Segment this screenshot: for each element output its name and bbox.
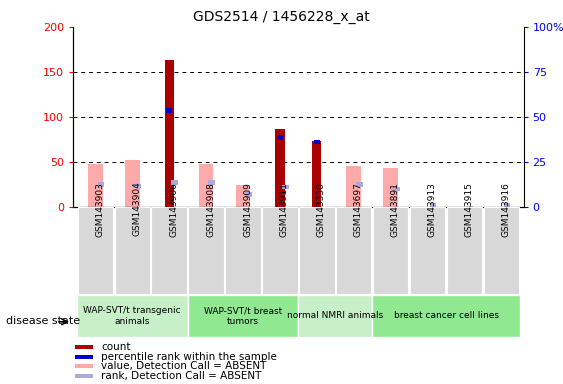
Text: GSM143697: GSM143697 (354, 182, 363, 237)
Bar (245, 192, 252, 197)
Bar (276, 135, 283, 140)
Bar (225, 207, 261, 294)
Text: GSM143330: GSM143330 (317, 182, 326, 237)
Text: GSM143916: GSM143916 (502, 182, 511, 237)
Bar (447, 207, 482, 294)
Bar (75, 345, 92, 349)
Bar (298, 295, 372, 337)
Bar (75, 364, 92, 368)
Bar (151, 207, 187, 294)
Text: rank, Detection Call = ABSENT: rank, Detection Call = ABSENT (101, 371, 261, 381)
Text: normal NMRI animals: normal NMRI animals (287, 311, 383, 320)
Bar (275, 129, 284, 207)
Bar (77, 295, 187, 337)
Bar (356, 182, 363, 187)
Bar (372, 295, 520, 337)
Bar (336, 207, 372, 294)
Bar (97, 182, 104, 187)
Bar (430, 203, 436, 207)
Text: breast cancer cell lines: breast cancer cell lines (394, 311, 499, 320)
Text: percentile rank within the sample: percentile rank within the sample (101, 351, 277, 362)
Bar (383, 168, 398, 207)
Bar (88, 164, 102, 207)
Bar (504, 203, 510, 207)
Bar (114, 207, 150, 294)
Bar (282, 185, 289, 189)
Text: GSM143891: GSM143891 (391, 182, 400, 237)
Bar (75, 354, 92, 359)
Bar (410, 207, 445, 294)
Bar (189, 207, 224, 294)
Bar (467, 205, 473, 210)
Bar (135, 184, 141, 189)
Text: GSM143908: GSM143908 (206, 182, 215, 237)
Bar (164, 60, 174, 207)
Bar (75, 374, 92, 377)
Bar (299, 207, 334, 294)
Bar (236, 185, 251, 207)
Bar (208, 180, 215, 185)
Text: WAP-SVT/t transgenic
animals: WAP-SVT/t transgenic animals (83, 306, 181, 326)
Bar (199, 164, 213, 207)
Text: disease state: disease state (6, 316, 80, 326)
Bar (393, 187, 400, 191)
Bar (346, 166, 361, 207)
Text: GSM143906: GSM143906 (169, 182, 178, 237)
Text: WAP-SVT/t breast
tumors: WAP-SVT/t breast tumors (204, 306, 282, 326)
Text: GSM143904: GSM143904 (132, 182, 141, 237)
Bar (166, 108, 172, 113)
Text: count: count (101, 342, 131, 352)
Bar (314, 140, 320, 144)
Text: GDS2514 / 1456228_x_at: GDS2514 / 1456228_x_at (193, 10, 370, 23)
Bar (262, 207, 298, 294)
Bar (484, 207, 519, 294)
Bar (187, 295, 298, 337)
Text: value, Detection Call = ABSENT: value, Detection Call = ABSENT (101, 361, 266, 371)
Text: GSM143903: GSM143903 (95, 182, 104, 237)
Bar (373, 207, 408, 294)
Text: GSM143915: GSM143915 (464, 182, 473, 237)
Text: GSM143913: GSM143913 (428, 182, 436, 237)
Bar (78, 207, 113, 294)
Bar (125, 161, 140, 207)
Bar (312, 141, 321, 207)
Text: GSM143909: GSM143909 (243, 182, 252, 237)
Text: GSM143911: GSM143911 (280, 182, 289, 237)
Bar (171, 180, 178, 185)
